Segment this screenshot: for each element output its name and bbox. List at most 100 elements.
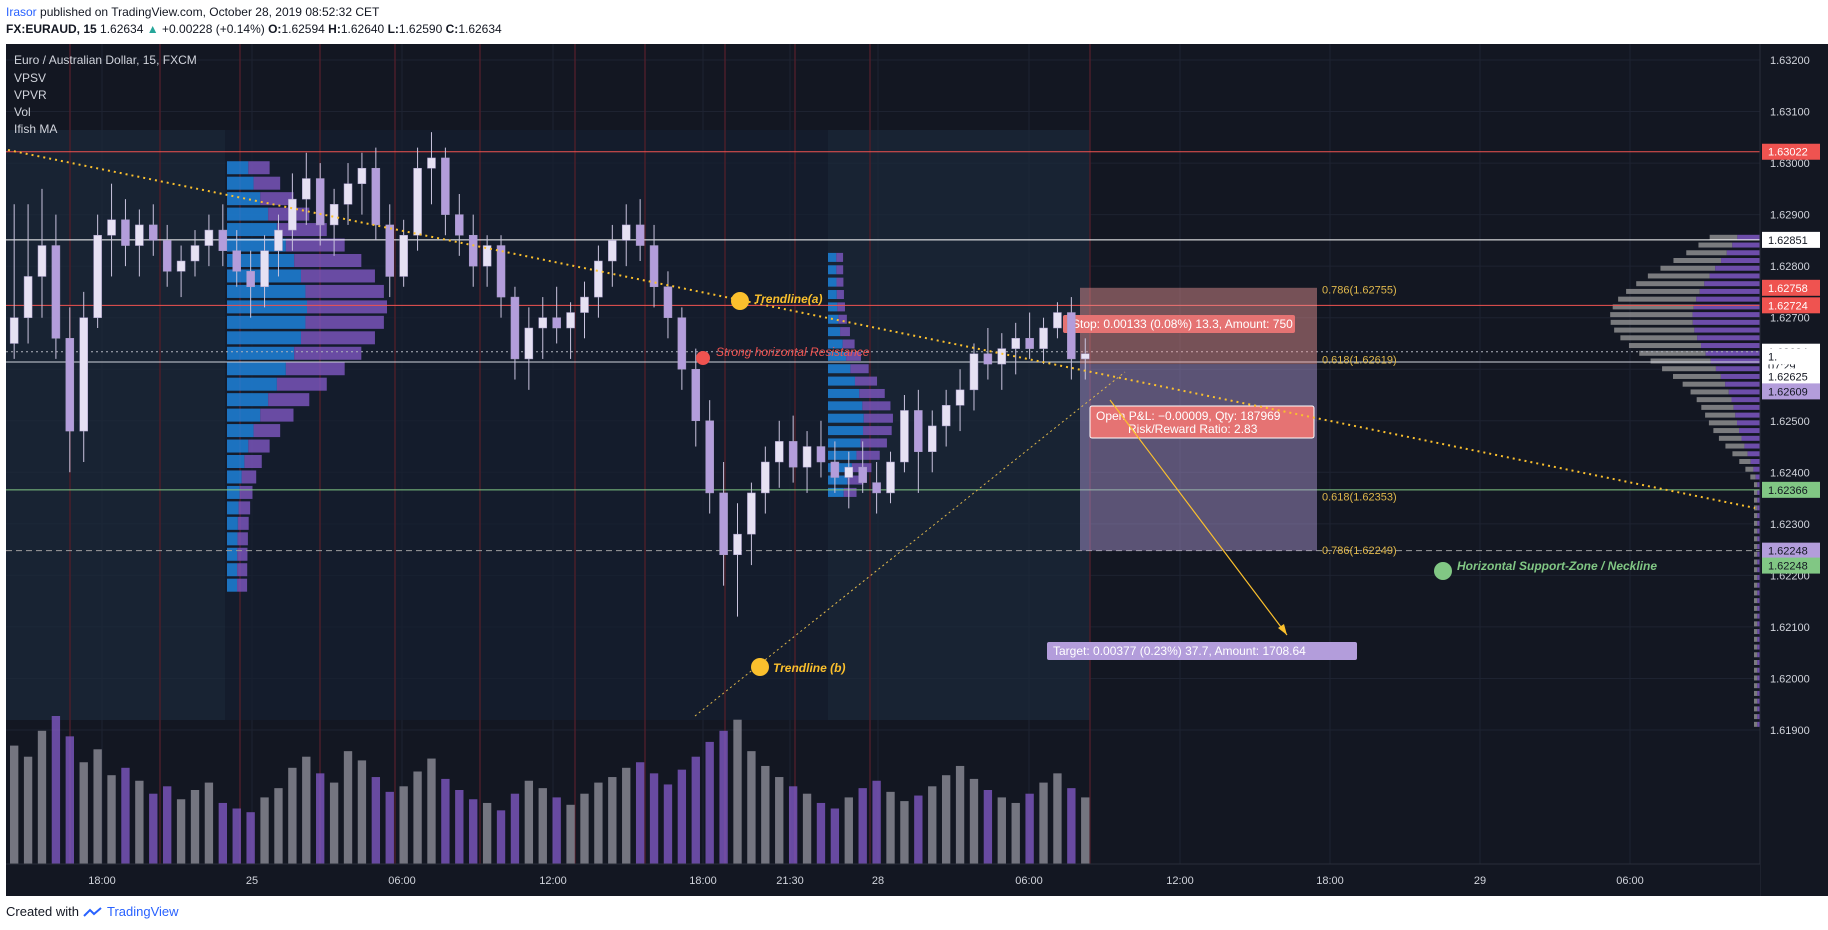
session-vp-bar-sell <box>276 377 327 391</box>
price-axis-label: 1.62758 <box>1768 283 1808 295</box>
session-vp-bar-sell <box>838 314 847 324</box>
candle-down <box>705 420 714 494</box>
trendlines[interactable] <box>7 149 1756 717</box>
vp-bar-sell <box>1754 567 1758 573</box>
tradingview-link[interactable]: TradingView <box>106 904 179 919</box>
pnl-label-bg <box>1089 405 1315 439</box>
session-vp-bar-sell <box>248 439 270 453</box>
session-vp-bar-sell <box>850 364 869 374</box>
candle-up <box>1039 327 1048 349</box>
candle-down <box>677 317 687 370</box>
candle-down <box>663 286 673 318</box>
vp-bar-sell <box>1614 327 1695 333</box>
session-vp-bar-sell <box>239 485 253 499</box>
volume-bar <box>622 767 631 864</box>
volume-bar <box>121 767 130 864</box>
legend-item: VPSV <box>14 71 46 85</box>
vp-bar-buy <box>1704 281 1760 287</box>
price-axis-label: 1.62366 <box>1768 485 1808 497</box>
vp-bar-sell <box>1754 536 1758 542</box>
session-vp-bar-buy <box>227 284 306 298</box>
volume-bar <box>93 749 102 864</box>
session-vp-bar-buy <box>828 450 857 460</box>
vp-bar-sell <box>1754 590 1758 596</box>
candle-down <box>232 250 241 272</box>
volume-bar <box>204 782 214 864</box>
vp-bar-buy <box>1701 343 1760 349</box>
trendline-b-marker <box>751 658 769 676</box>
price-axis-label: 1.62248 <box>1768 561 1808 573</box>
vp-bar-buy <box>1757 683 1760 689</box>
session-vp-bar-sell <box>836 265 844 275</box>
session-vp-bar-buy <box>828 252 837 262</box>
volume-bar <box>149 793 158 864</box>
session-vp-bar-buy <box>227 362 286 376</box>
candle-up <box>482 245 492 267</box>
vp-bar-buy <box>1710 358 1760 364</box>
vp-bar-buy <box>1757 629 1760 635</box>
publish-line: Irasor published on TradingView.com, Oct… <box>6 4 502 21</box>
volume-bar <box>10 745 19 864</box>
volume-bar <box>761 765 770 864</box>
session-vp-bar-buy <box>227 408 261 422</box>
session-vp-bar-sell <box>238 501 251 515</box>
session-vp-bar-sell <box>294 254 362 267</box>
y-tick-label: 1.62500 <box>1770 416 1810 428</box>
volume-bar <box>107 775 116 864</box>
vp-bar-sell <box>1754 505 1758 511</box>
high-label: H: <box>328 22 341 36</box>
high-value: 1.62640 <box>340 22 385 36</box>
candle-up <box>900 410 909 463</box>
session-vp-bar-sell <box>836 277 844 287</box>
volume-bar <box>1011 802 1020 864</box>
vp-bar-sell <box>1754 644 1758 650</box>
session-vp-bar-sell <box>863 413 893 423</box>
candle-down <box>51 245 61 339</box>
vp-bar-sell <box>1739 459 1751 464</box>
volume-bar <box>649 773 659 864</box>
candle-up <box>1053 312 1062 329</box>
session-vp-bar-buy <box>828 327 841 337</box>
volume-bar <box>830 808 840 864</box>
vp-bar-buy <box>1721 258 1760 263</box>
session-vp-bar-buy <box>828 413 864 423</box>
vp-bar-sell <box>1696 397 1732 403</box>
author-link[interactable]: Irasor <box>6 5 37 19</box>
trendline-a-label: Trendline(a) <box>754 292 822 306</box>
session-vp-bar-buy <box>227 563 238 577</box>
volume-bar <box>371 777 381 864</box>
session-vp-bar-sell <box>836 290 844 300</box>
candle-up <box>399 234 408 277</box>
candles <box>9 132 1090 617</box>
volume-bar <box>844 797 853 864</box>
candle-up <box>329 204 339 226</box>
price-axis-bg <box>1760 44 1828 896</box>
vp-bar-buy <box>1737 234 1760 240</box>
position-tool[interactable]: Stop: 0.00133 (0.08%) 13.3, Amount: 750 T… <box>1047 284 1397 660</box>
session-vp-bar-sell <box>837 302 845 312</box>
session-vp-bar-buy <box>828 438 861 448</box>
volume-bar <box>399 786 408 864</box>
session-vp-bar-buy <box>227 578 238 592</box>
candle-up <box>343 183 353 205</box>
volume-bar <box>955 765 965 864</box>
candle-up <box>260 250 269 288</box>
candle-down <box>496 245 506 298</box>
session-vp-bar-buy <box>828 401 863 411</box>
candle-up <box>747 492 756 535</box>
session-vp-bar-buy <box>828 265 837 275</box>
chart-legend: Euro / Australian Dollar, 15, FXCM VPSV VP… <box>14 53 197 136</box>
session-vp-bar-buy <box>227 455 245 468</box>
volume-bar <box>997 797 1006 864</box>
volume-bar <box>594 782 603 864</box>
price-axis-label: 1.63022 <box>1768 147 1808 159</box>
volume-bar <box>747 751 756 864</box>
last-price: 1.62634 <box>100 22 144 36</box>
vp-bar-buy <box>1693 304 1760 310</box>
vp-bar-sell <box>1705 412 1736 418</box>
x-tick-label: 06:00 <box>1616 875 1644 887</box>
vp-bar-buy <box>1757 644 1760 650</box>
volume-bar <box>816 802 826 864</box>
candle-up <box>538 317 548 329</box>
